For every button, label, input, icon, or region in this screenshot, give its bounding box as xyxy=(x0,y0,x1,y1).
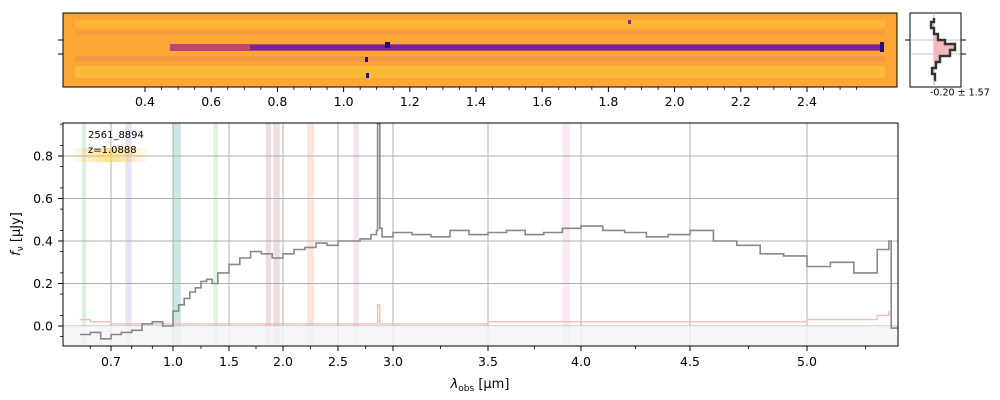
y-axis: 0.0 0.2 0.4 0.6 0.8 xyxy=(33,123,63,338)
x-tick-label: 2.5 xyxy=(328,354,348,369)
profile-line xyxy=(929,18,957,82)
line-band xyxy=(213,123,218,346)
spectrum-2d-frame xyxy=(62,12,898,88)
x-tick-label: 5.0 xyxy=(797,354,817,369)
spectrum-2d-trace-core xyxy=(250,45,880,50)
top-tick-label: 2.2 xyxy=(731,94,751,109)
profile-fill xyxy=(931,18,955,80)
zero-shading xyxy=(63,326,898,346)
top-tick-label: 0.8 xyxy=(267,94,287,109)
profile-panel: -0.20 ± 1.57 xyxy=(905,12,990,98)
flux-series-line xyxy=(80,123,898,340)
y-axis-label-sub: ν xyxy=(16,246,26,251)
y-tick-label: 0.2 xyxy=(33,276,53,291)
top-tick-label: 1.2 xyxy=(400,94,420,109)
spectrum-2d-noise-band xyxy=(75,56,885,62)
top-tick-label: 0.6 xyxy=(201,94,221,109)
plot-frame xyxy=(62,122,899,347)
line-band xyxy=(307,123,314,346)
spectrum-1d-panel: 0.7 1.0 1.5 2.0 2.5 3.0 3.5 4.0 4.5 5.0 0.0 0.2 0.4… xyxy=(9,122,899,394)
x-tick-label: 1.0 xyxy=(163,354,183,369)
spectrum-2d-hotpixel xyxy=(366,73,369,78)
top-tick-label: 0.4 xyxy=(135,94,155,109)
y-axis-label: fν [μJy] xyxy=(9,212,26,256)
x-axis-label-unit: [μm] xyxy=(474,377,509,392)
x-tick-label: 2.0 xyxy=(273,354,293,369)
spectrum-2d-noise-band xyxy=(75,30,885,35)
object-id-label: 2561_8894 xyxy=(88,130,144,141)
y-axis-label-unit: [μJy] xyxy=(9,212,24,246)
y-tick-label: 0.8 xyxy=(33,149,53,164)
label-highlight xyxy=(70,148,150,162)
line-band xyxy=(125,123,132,346)
top-tick-label: 2.4 xyxy=(797,94,817,109)
spectrum-2d-panel: 0.4 0.6 0.8 1.0 1.2 1.4 1.6 1.8 2.0 2.2 2.4 xyxy=(58,12,898,109)
x-axis-label: λobs [μm] xyxy=(450,377,510,394)
spectrum-2d-hotpixel xyxy=(628,20,631,24)
x-tick-label: 3.0 xyxy=(383,354,403,369)
series-group xyxy=(80,123,898,340)
line-band xyxy=(273,123,280,346)
x-tick-label: 4.0 xyxy=(571,354,591,369)
spectrum-2d-noise-band xyxy=(75,20,885,28)
line-band xyxy=(82,123,87,346)
top-tick-label: 1.8 xyxy=(598,94,618,109)
top-tick-label: 1.6 xyxy=(532,94,552,109)
line-band xyxy=(562,123,570,346)
top-axis: 0.4 0.6 0.8 1.0 1.2 1.4 1.6 1.8 2.0 2.2 2.4 xyxy=(135,87,858,109)
top-tick-label: 2.0 xyxy=(665,94,685,109)
x-tick-label: 4.5 xyxy=(680,354,700,369)
spectrum-2d-hotpixel xyxy=(365,57,368,62)
line-band xyxy=(173,123,181,346)
y-tick-label: 0.4 xyxy=(33,234,53,249)
line-band xyxy=(265,123,272,346)
y-tick-label: 0.6 xyxy=(33,191,53,206)
line-bands xyxy=(82,123,570,346)
spectrum-2d-hotpixel xyxy=(385,42,390,48)
x-axis-label-sub: obs xyxy=(458,384,474,394)
x-tick-label: 3.5 xyxy=(478,354,498,369)
spectrum-2d-hotpixel xyxy=(880,42,884,52)
x-axis: 0.7 1.0 1.5 2.0 2.5 3.0 3.5 4.0 4.5 5.0 xyxy=(89,346,866,369)
spectrum-2d-noise-band xyxy=(75,66,885,78)
x-axis-label-main: λ xyxy=(450,377,459,392)
y-axis-label-main: f xyxy=(9,249,24,256)
y-tick-label: 0.0 xyxy=(33,319,53,334)
uncertainty-series-line xyxy=(80,304,890,325)
redshift-label: z=1.0888 xyxy=(88,145,137,156)
top-tick-label: 1.0 xyxy=(334,94,354,109)
line-band xyxy=(353,123,359,346)
x-tick-label: 1.5 xyxy=(219,354,239,369)
x-tick-label: 0.7 xyxy=(101,354,121,369)
top-tick-label: 1.4 xyxy=(466,94,486,109)
profile-annotation: -0.20 ± 1.57 xyxy=(930,87,990,98)
